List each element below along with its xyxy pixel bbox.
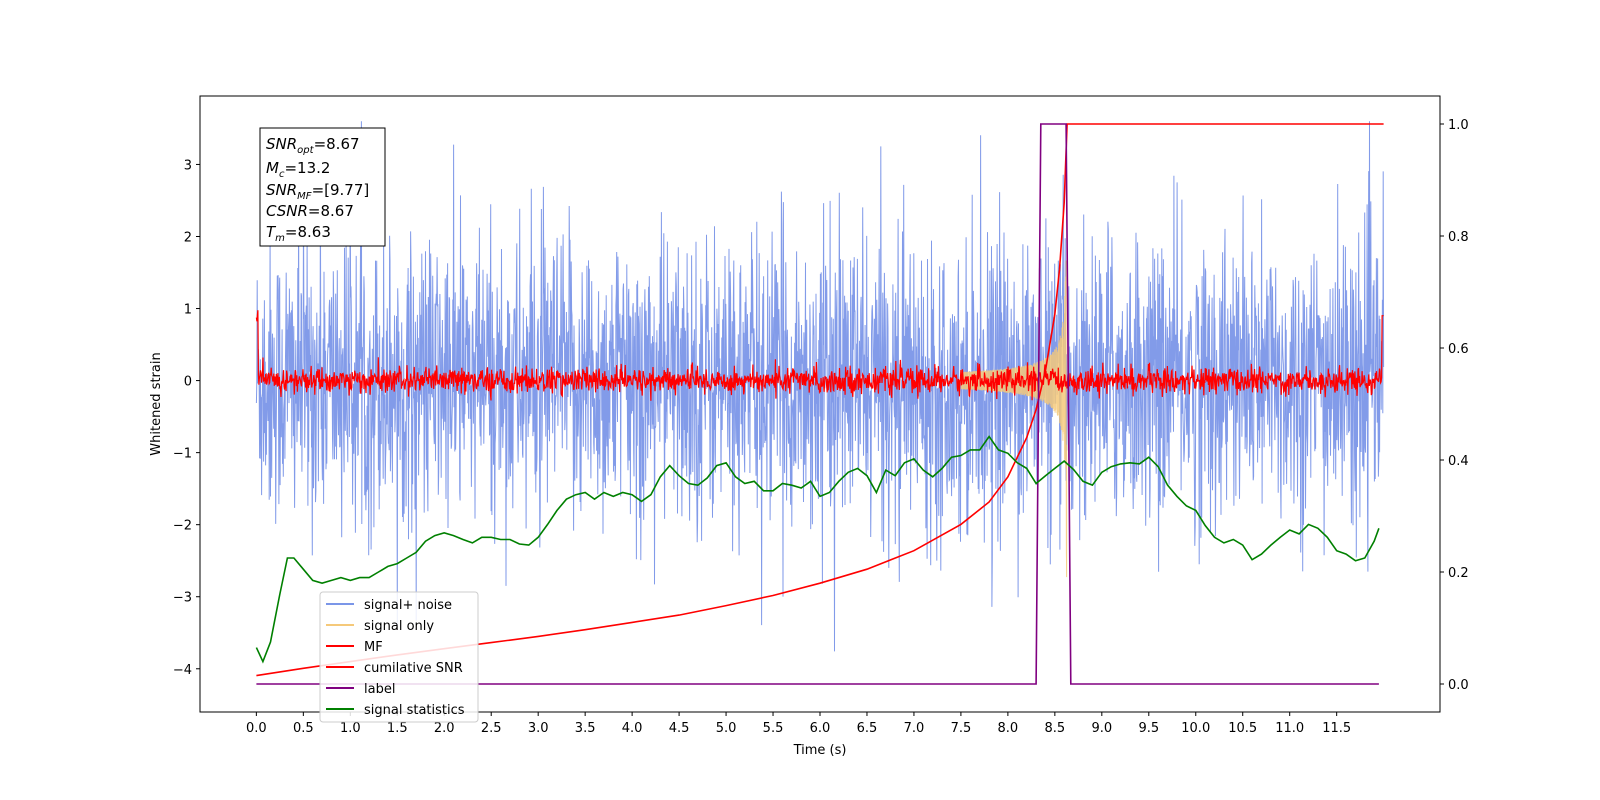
x-tick-label: 9.0 bbox=[1091, 721, 1112, 736]
series-signal-only bbox=[960, 260, 1068, 578]
x-tick-label: 6.0 bbox=[810, 721, 831, 736]
x-tick-label: 0.0 bbox=[246, 721, 267, 736]
x-tick-label: 3.0 bbox=[528, 721, 549, 736]
y2-tick-label: 0.2 bbox=[1448, 566, 1469, 581]
x-tick-label: 8.5 bbox=[1045, 721, 1066, 736]
x-tick-label: 8.0 bbox=[998, 721, 1019, 736]
x-tick-label: 5.0 bbox=[716, 721, 737, 736]
y-axis-label: Whitened strain bbox=[149, 352, 164, 455]
legend-items: signal+ noise signal only MF cumilative SNR… bbox=[326, 598, 465, 718]
x-tick-label: 4.5 bbox=[669, 721, 690, 736]
x-tick-label: 2.5 bbox=[481, 721, 502, 736]
x-tick-label: 4.0 bbox=[622, 721, 643, 736]
y-tick-label: 2 bbox=[184, 230, 192, 245]
y-tick-label: −1 bbox=[173, 447, 192, 462]
x-tick-label: 2.0 bbox=[434, 721, 455, 736]
x-tick-label: 0.5 bbox=[293, 721, 314, 736]
annotation-csnr: CSNR=8.67 bbox=[266, 202, 354, 220]
legend-label: signal+ noise bbox=[364, 598, 452, 613]
legend-label: label bbox=[364, 682, 395, 697]
x-tick-label: 10.5 bbox=[1228, 721, 1257, 736]
y2-tick-label: 1.0 bbox=[1448, 118, 1469, 133]
x-tick-label: 1.5 bbox=[387, 721, 408, 736]
legend-frame bbox=[319, 591, 479, 723]
annotation-snr-opt: SNRopt=8.67 bbox=[266, 135, 360, 156]
y-axis-right: 1.0 0.8 0.6 0.4 0.2 0.0 bbox=[1440, 118, 1469, 693]
x-tick-label: 7.5 bbox=[951, 721, 972, 736]
x-tick-label: 11.5 bbox=[1322, 721, 1351, 736]
x-axis: 0.0 0.5 1.0 1.5 2.0 2.5 3.0 3.5 4.0 4.5 5.0 5.5 6.0 6… bbox=[246, 712, 1351, 736]
x-tick-label: 9.5 bbox=[1138, 721, 1159, 736]
annotation-box: SNRopt=8.67 Mc=13.2 SNRMF=[9.77] CSNR=8.… bbox=[259, 127, 386, 247]
x-tick-label: 7.0 bbox=[904, 721, 925, 736]
y-tick-label: −3 bbox=[173, 591, 192, 606]
y-tick-label: −2 bbox=[173, 519, 192, 534]
annotation-merger-time: Tm=8.63 bbox=[266, 223, 331, 244]
legend-label: cumilative SNR bbox=[364, 661, 463, 676]
x-tick-label: 3.5 bbox=[575, 721, 596, 736]
x-tick-label: 10.0 bbox=[1181, 721, 1210, 736]
y2-tick-label: 0.0 bbox=[1448, 678, 1469, 693]
y2-tick-label: 0.6 bbox=[1448, 342, 1469, 357]
y-tick-label: 1 bbox=[184, 303, 192, 318]
y2-tick-label: 0.8 bbox=[1448, 230, 1469, 245]
series-signal-statistics bbox=[255, 435, 1380, 664]
y-tick-label: 3 bbox=[184, 158, 192, 173]
y-tick-label: 0 bbox=[184, 375, 192, 390]
x-tick-label: 6.5 bbox=[857, 721, 878, 736]
series-label bbox=[256, 123, 1379, 685]
x-tick-label: 5.5 bbox=[763, 721, 784, 736]
annotation-chirp-mass: Mc=13.2 bbox=[266, 159, 330, 180]
annotation-frame bbox=[259, 127, 386, 247]
legend-label: signal statistics bbox=[364, 703, 465, 718]
y-tick-label: −4 bbox=[173, 663, 192, 678]
y-axis-left: 3 2 1 0 −1 −2 −3 −4 bbox=[173, 158, 200, 678]
x-tick-label: 1.0 bbox=[340, 721, 361, 736]
series-mf bbox=[255, 310, 1384, 401]
legend-label: MF bbox=[364, 640, 383, 655]
legend-label: signal only bbox=[364, 619, 434, 634]
x-axis-label: Time (s) bbox=[793, 743, 847, 758]
legend: signal+ noise signal only MF cumilative SNR… bbox=[319, 591, 479, 723]
y2-tick-label: 0.4 bbox=[1448, 454, 1469, 469]
x-tick-label: 11.0 bbox=[1275, 721, 1304, 736]
annotation-snr-mf: SNRMF=[9.77] bbox=[266, 181, 369, 202]
